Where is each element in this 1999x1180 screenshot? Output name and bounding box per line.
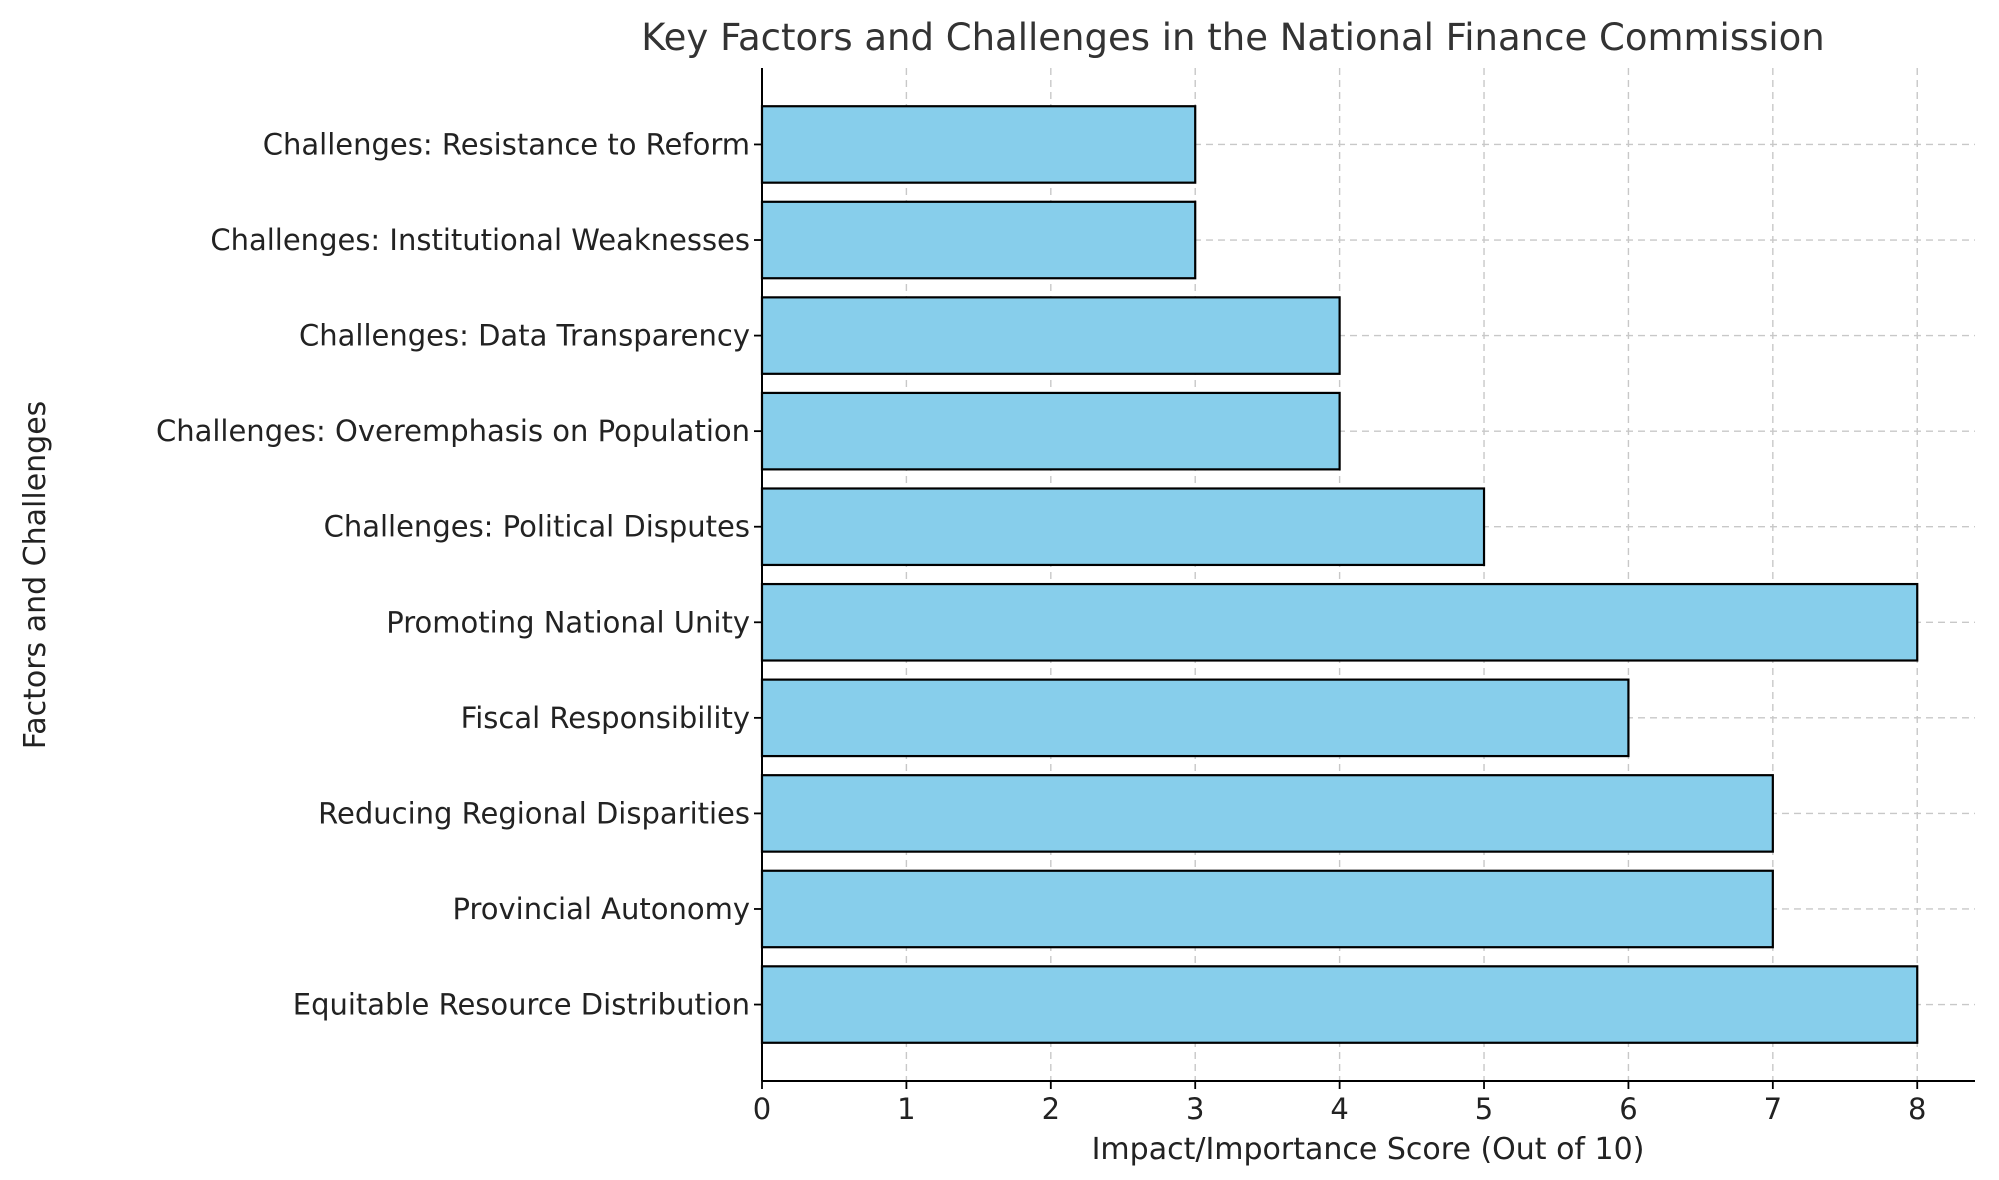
y-ticks: Equitable Resource Distribution Provincia… [156,127,762,1022]
x-tick-label: 5 [1475,1092,1493,1126]
bar [760,487,1486,567]
y-tick-label: Challenges: Institutional Weaknesses [210,223,750,257]
y-tick-label: Reducing Regional Disparities [318,796,750,830]
bar [760,391,1341,471]
bar [760,774,1774,853]
bar [760,200,1197,280]
chart-title: Key Factors and Challenges in the Nation… [641,16,1825,59]
bar [760,582,1919,662]
x-tick-label: 1 [897,1092,915,1126]
bar [760,105,1197,184]
bar [760,965,1919,1044]
x-ticks: 0 1 2 3 4 5 6 7 8 [753,1081,1926,1126]
y-tick-label: Provincial Autonomy [452,892,750,926]
x-tick-label: 0 [753,1092,771,1126]
y-tick-label: Fiscal Responsibility [461,701,750,735]
x-tick-label: 8 [1908,1092,1926,1126]
y-tick-label: Challenges: Data Transparency [299,319,750,353]
bars [760,105,1919,1044]
x-axis-label: Impact/Importance Score (Out of 10) [1092,1132,1645,1167]
x-tick-label: 4 [1330,1092,1348,1126]
bar [760,296,1341,375]
y-axis-label: Factors and Challenges [18,401,53,750]
x-tick-label: 3 [1186,1092,1204,1126]
bar [760,678,1630,758]
y-tick-label: Challenges: Resistance to Reform [263,127,750,161]
y-tick-label: Challenges: Overemphasis on Population [156,414,750,448]
x-tick-label: 6 [1619,1092,1637,1126]
y-tick-label: Promoting National Unity [386,605,750,639]
x-tick-label: 7 [1764,1092,1782,1126]
y-tick-label: Challenges: Political Disputes [324,510,750,544]
y-tick-label: Equitable Resource Distribution [293,988,750,1022]
x-tick-label: 2 [1042,1092,1060,1126]
bar [760,869,1774,949]
